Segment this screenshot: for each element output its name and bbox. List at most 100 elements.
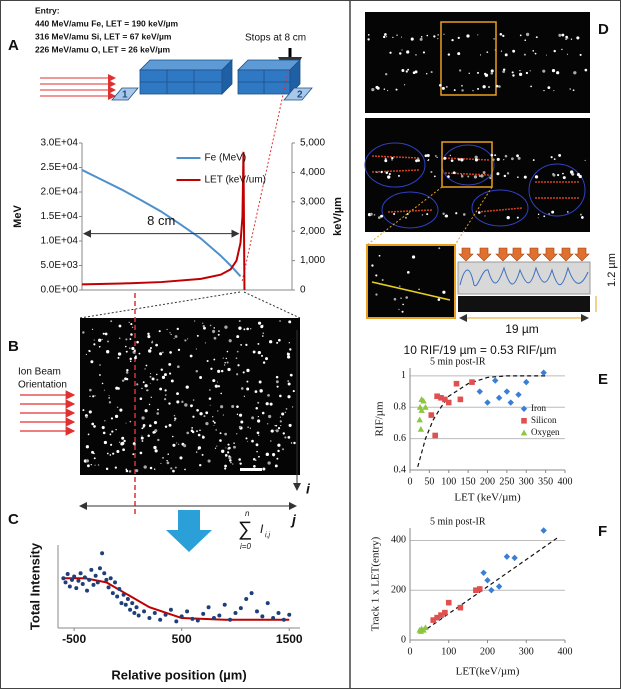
data-point — [476, 388, 483, 395]
panel-label: D — [598, 21, 609, 38]
data-point — [63, 580, 68, 585]
image-speck — [418, 288, 420, 291]
image-speck — [158, 330, 161, 333]
data-point — [495, 583, 503, 590]
image-speck — [215, 429, 218, 431]
data-point — [119, 601, 124, 606]
data-point — [503, 553, 511, 560]
scale-bar — [240, 468, 262, 471]
image-speck — [547, 86, 551, 90]
image-speck — [252, 457, 256, 461]
image-speck — [192, 399, 195, 401]
image-speck — [232, 463, 234, 465]
image-speck — [460, 84, 463, 87]
formula-lower: i=0 — [240, 542, 251, 551]
data-point — [271, 616, 276, 621]
legend-label: Fe (MeV) — [205, 153, 247, 164]
image-speck — [580, 216, 584, 219]
y2-axis-title: keV/µm — [332, 197, 344, 236]
image-speck — [238, 458, 241, 461]
image-speck — [569, 88, 572, 90]
y2-tick-label: 5,000 — [300, 138, 325, 149]
data-point — [492, 377, 499, 384]
entry-text: Entry: — [35, 5, 60, 15]
image-speck — [212, 416, 214, 418]
image-speck — [380, 170, 383, 174]
image-speck — [261, 335, 264, 337]
image-speck — [125, 468, 128, 471]
image-speck — [276, 457, 279, 460]
entry-text: 316 MeV/amu Si, LET = 67 keV/µm — [35, 31, 172, 41]
image-speck — [214, 447, 217, 449]
image-speck — [227, 367, 231, 372]
image-speck — [503, 174, 507, 178]
image-speck — [556, 71, 560, 75]
image-speck — [414, 70, 418, 74]
y-tick-label: 0 — [401, 634, 406, 645]
image-speck — [209, 389, 211, 391]
image-speck — [231, 404, 235, 408]
image-speck — [98, 338, 102, 342]
image-speck — [227, 443, 230, 446]
image-speck — [142, 381, 145, 384]
image-speck — [220, 369, 224, 373]
image-speck — [238, 425, 242, 429]
image-speck — [444, 214, 448, 218]
image-speck — [459, 69, 462, 72]
image-speck — [141, 435, 143, 437]
image-speck — [482, 85, 486, 89]
image-speck — [288, 320, 292, 324]
legend-swatch — [521, 418, 527, 424]
image-speck — [376, 86, 380, 90]
image-speck — [550, 156, 553, 159]
image-speck — [212, 379, 216, 383]
y-axis-title: MeV — [12, 205, 24, 228]
data-point — [174, 619, 179, 624]
image-speck — [442, 290, 446, 294]
beam-arrows — [20, 390, 76, 436]
image-speck — [213, 421, 216, 424]
image-speck — [105, 467, 109, 471]
image-speck — [157, 408, 159, 411]
image-speck — [482, 171, 486, 174]
image-speck — [269, 402, 273, 406]
image-speck — [104, 332, 108, 336]
data-point — [104, 577, 109, 582]
image-speck — [380, 214, 384, 218]
image-speck — [275, 429, 279, 433]
data-point — [76, 578, 81, 583]
image-speck — [293, 441, 296, 445]
image-speck — [124, 377, 127, 381]
image-speck — [424, 154, 428, 158]
x-tick-label: -500 — [62, 632, 86, 646]
image-speck — [247, 426, 249, 429]
image-speck — [565, 35, 568, 39]
image-speck — [246, 387, 250, 391]
image-speck — [269, 340, 273, 344]
image-speck — [145, 364, 148, 367]
image-speck — [498, 85, 501, 88]
image-speck — [214, 384, 218, 388]
image-speck — [553, 49, 556, 53]
image-speck — [286, 355, 291, 359]
image-speck — [108, 401, 112, 404]
image-speck — [387, 175, 391, 179]
axis-label: j — [290, 512, 297, 528]
image-speck — [256, 450, 258, 453]
image-speck — [142, 425, 145, 428]
image-speck — [222, 414, 224, 416]
image-speck — [216, 445, 218, 447]
image-speck — [228, 446, 231, 450]
image-speck — [474, 155, 478, 159]
data-point — [281, 617, 286, 622]
image-speck — [277, 449, 280, 453]
image-speck — [201, 435, 205, 439]
data-point — [495, 394, 503, 402]
image-speck — [189, 354, 193, 358]
chart-title: 5 min post-IR — [430, 516, 486, 527]
image-speck — [258, 434, 260, 436]
image-speck — [270, 429, 274, 433]
image-speck — [367, 38, 370, 41]
data-point — [110, 591, 115, 596]
legend-swatch — [520, 405, 528, 412]
